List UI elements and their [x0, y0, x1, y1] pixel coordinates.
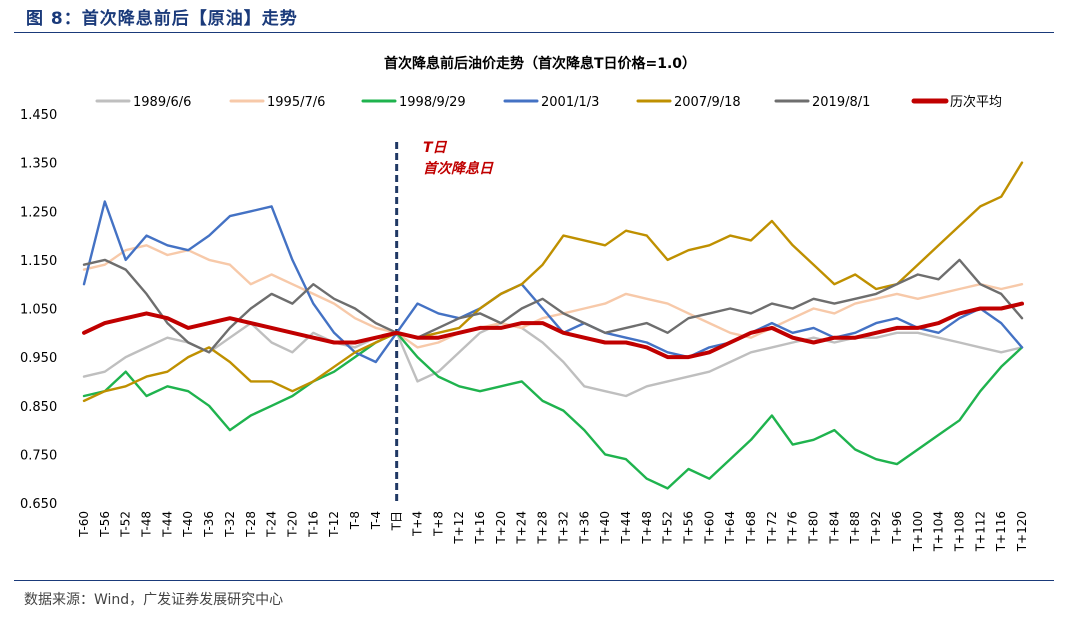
t-day-label: T日 [423, 140, 448, 156]
x-tick-label: T+52 [661, 511, 675, 545]
x-tick-label: T-60 [77, 511, 91, 538]
x-tick-label: T+88 [848, 511, 862, 545]
x-tick-label: T+20 [494, 511, 508, 545]
x-tick-label: T+32 [556, 511, 570, 545]
x-tick-label: T日 [390, 511, 404, 531]
series-line-3 [82, 200, 1024, 364]
x-tick-label: T-32 [223, 511, 237, 538]
x-tick-label: T+116 [994, 511, 1008, 552]
x-tick-label: T+64 [723, 511, 737, 545]
legend-label: 1989/6/6 [133, 95, 191, 110]
x-tick-label: T+100 [911, 511, 925, 552]
y-tick-label: 1.150 [20, 254, 57, 269]
chart-title: 首次降息前后油价走势（首次降息T日价格=1.0） [384, 55, 696, 72]
x-tick-label: T+92 [869, 511, 883, 545]
x-tick-label: T-12 [327, 511, 341, 538]
x-tick-label: T+112 [973, 511, 987, 552]
series-line-6 [82, 301, 1024, 360]
x-axis: T-60 T-56 T-52 T-48 T-44 T-40 T-36 T-32 T-28 T-24… [77, 511, 1029, 552]
legend: 1989/6/6 1995/7/6 1998/9/29 2001/1/3 2007/9/… [95, 94, 1002, 110]
legend-label: 2019/8/1 [812, 95, 870, 110]
x-tick-label: T+40 [598, 511, 612, 545]
x-tick-label: T+76 [786, 511, 800, 545]
y-tick-label: 0.750 [20, 448, 57, 463]
series-line-1 [82, 244, 1024, 349]
x-tick-label: T-8 [348, 511, 362, 530]
x-tick-label: T+16 [473, 511, 487, 545]
y-tick-label: 0.850 [20, 400, 57, 415]
series-line-5 [82, 258, 1024, 354]
x-tick-label: T+72 [765, 511, 779, 545]
series-line-4 [82, 161, 1024, 403]
x-tick-label: T-40 [181, 511, 195, 538]
x-tick-label: T-56 [98, 511, 112, 538]
legend-label: 1995/7/6 [267, 95, 325, 110]
x-tick-label: T-16 [306, 511, 320, 538]
x-tick-label: T+120 [1015, 511, 1029, 552]
x-tick-label: T+80 [807, 511, 821, 545]
x-tick-label: T-36 [202, 511, 216, 538]
bottom-rule [14, 580, 1054, 581]
x-tick-label: T+60 [702, 511, 716, 545]
x-tick-label: T+56 [681, 511, 695, 545]
x-tick-label: T+68 [744, 511, 758, 545]
y-tick-label: 1.250 [20, 205, 57, 220]
x-tick-label: T+4 [411, 511, 425, 537]
top-rule [14, 32, 1054, 33]
x-tick-label: T-20 [285, 511, 299, 538]
legend-label: 2007/9/18 [674, 95, 741, 110]
source-note: 数据来源：Wind，广发证券发展研究中心 [24, 592, 284, 608]
x-tick-label: T-52 [119, 511, 133, 538]
series-lines [82, 161, 1024, 490]
x-tick-label: T-28 [244, 511, 258, 538]
legend-label: 历次平均 [950, 94, 1002, 110]
series-line-0 [82, 321, 1024, 398]
x-tick-label: T+44 [619, 511, 633, 545]
x-tick-label: T-24 [265, 511, 279, 538]
x-tick-label: T-48 [140, 511, 154, 538]
x-tick-label: T+84 [827, 511, 841, 545]
figure-title: 图 8：首次降息前后【原油】走势 [26, 9, 298, 29]
legend-label: 1998/9/29 [399, 95, 466, 110]
x-tick-label: T+28 [536, 511, 550, 545]
x-tick-label: T-4 [369, 511, 383, 530]
x-tick-label: T+24 [515, 511, 529, 545]
y-tick-label: 1.050 [20, 303, 57, 318]
y-tick-label: 0.650 [20, 497, 57, 512]
y-tick-label: 1.350 [20, 157, 57, 172]
x-tick-label: T+104 [932, 511, 946, 552]
x-tick-label: T+96 [890, 511, 904, 545]
y-axis: 1.450 1.350 1.250 1.150 1.050 0.950 0.850 0.750… [20, 108, 57, 512]
x-tick-label: T+108 [952, 511, 966, 552]
y-tick-label: 0.950 [20, 351, 57, 366]
y-tick-label: 1.450 [20, 108, 57, 123]
series-line-2 [82, 331, 1024, 490]
legend-label: 2001/1/3 [541, 95, 599, 110]
x-tick-label: T+48 [640, 511, 654, 545]
x-tick-label: T+36 [577, 511, 591, 545]
first-cut-label: 首次降息日 [423, 160, 494, 177]
x-tick-label: T+12 [452, 511, 466, 545]
x-tick-label: T+8 [431, 511, 445, 537]
x-tick-label: T-44 [160, 511, 174, 538]
